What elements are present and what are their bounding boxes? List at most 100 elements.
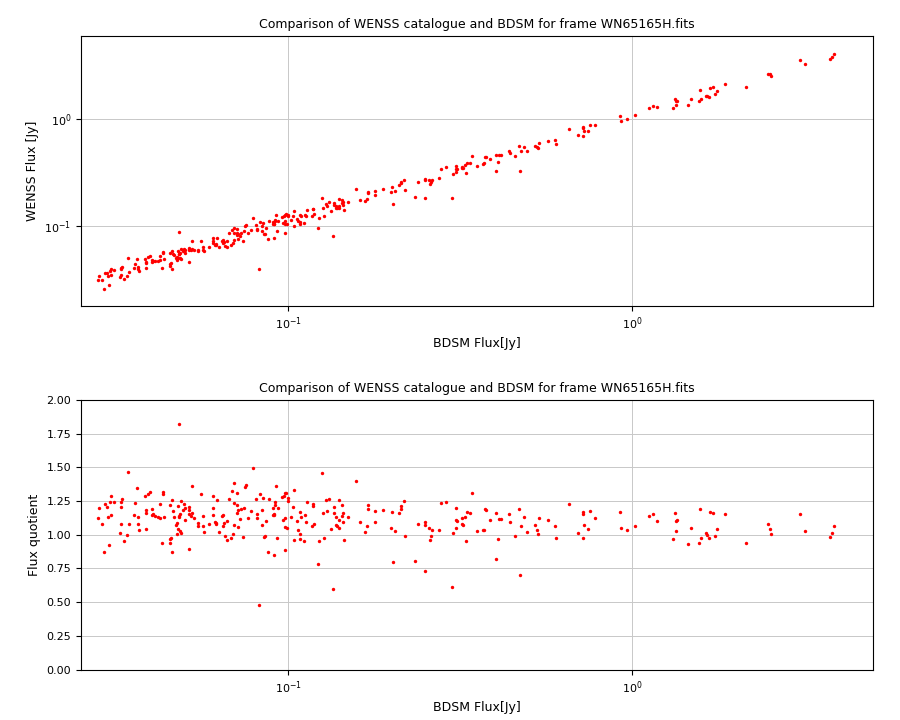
Point	[96, 284, 111, 295]
Point	[408, 191, 422, 202]
Point	[276, 210, 291, 221]
Point	[306, 203, 320, 215]
Point	[232, 230, 247, 242]
Point	[760, 518, 775, 530]
Point	[122, 518, 137, 529]
Point	[237, 503, 251, 514]
Point	[281, 210, 295, 221]
Point	[825, 51, 840, 63]
Point	[240, 228, 255, 239]
Point	[422, 174, 436, 186]
Point	[255, 225, 269, 237]
Point	[317, 532, 331, 544]
Point	[139, 256, 153, 268]
Point	[274, 491, 289, 503]
Point	[278, 544, 293, 556]
Point	[238, 479, 253, 490]
Title: Comparison of WENSS catalogue and BDSM for frame WN65165H.fits: Comparison of WENSS catalogue and BDSM f…	[259, 18, 695, 31]
Point	[319, 494, 333, 505]
Point	[397, 495, 411, 507]
Point	[267, 218, 282, 230]
Point	[463, 508, 477, 519]
Point	[145, 256, 159, 268]
Point	[210, 517, 224, 528]
X-axis label: BDSM Flux[Jy]: BDSM Flux[Jy]	[433, 338, 521, 351]
Point	[223, 532, 238, 544]
Point	[130, 511, 145, 523]
Point	[393, 500, 408, 512]
Point	[191, 244, 205, 256]
Point	[101, 511, 115, 523]
Point	[267, 215, 282, 226]
Point	[314, 192, 328, 204]
Point	[762, 68, 777, 80]
Point	[225, 225, 239, 236]
Point	[202, 241, 216, 253]
Point	[291, 524, 305, 536]
Point	[103, 496, 117, 508]
Point	[191, 521, 205, 532]
Point	[460, 158, 474, 169]
Point	[182, 244, 196, 256]
Point	[301, 204, 315, 216]
Point	[139, 504, 153, 516]
Point	[699, 527, 714, 539]
Point	[666, 102, 680, 114]
Point	[156, 246, 170, 258]
Point	[266, 503, 281, 514]
Point	[512, 503, 526, 515]
Point	[425, 174, 439, 185]
Point	[166, 494, 180, 505]
Point	[668, 508, 682, 519]
Point	[460, 506, 474, 518]
Point	[281, 492, 295, 504]
Point	[424, 531, 438, 542]
Point	[163, 260, 177, 271]
Point	[259, 516, 274, 527]
Point	[171, 252, 185, 264]
Point	[335, 500, 349, 511]
Point	[114, 494, 129, 505]
Point	[305, 521, 320, 532]
Point	[194, 488, 209, 500]
Point	[531, 528, 545, 540]
Point	[292, 210, 307, 221]
Point	[575, 508, 590, 520]
Point	[220, 516, 235, 527]
Point	[206, 235, 220, 247]
Point	[489, 553, 503, 564]
Point	[386, 198, 400, 210]
Point	[197, 246, 211, 257]
Point	[508, 530, 522, 541]
Point	[228, 222, 242, 233]
Point	[216, 234, 230, 246]
Point	[693, 84, 707, 96]
Point	[763, 71, 778, 82]
Y-axis label: Flux quotient: Flux quotient	[28, 494, 41, 576]
Point	[251, 599, 266, 611]
Point	[335, 194, 349, 206]
Point	[449, 163, 464, 175]
Point	[278, 216, 293, 228]
Point	[186, 513, 201, 524]
Point	[261, 233, 275, 244]
Point	[218, 531, 232, 542]
Point	[489, 165, 503, 176]
Point	[508, 150, 522, 162]
Point	[121, 253, 135, 264]
Point	[291, 216, 305, 228]
Point	[267, 508, 282, 520]
Point	[146, 508, 160, 519]
Point	[531, 513, 545, 524]
Point	[361, 500, 375, 511]
Point	[336, 507, 350, 518]
Point	[220, 534, 235, 546]
Point	[230, 230, 244, 241]
Point	[324, 523, 338, 535]
Point	[113, 527, 128, 539]
Point	[701, 532, 716, 544]
Point	[178, 503, 193, 514]
Point	[332, 202, 347, 214]
Point	[762, 523, 777, 534]
Point	[517, 141, 531, 153]
